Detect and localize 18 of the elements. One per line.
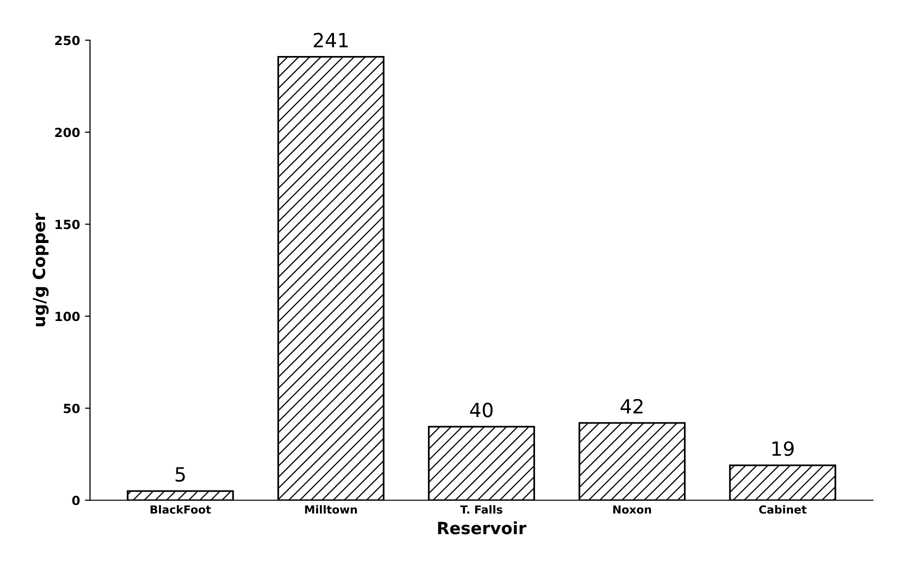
- y-tick-label: 0: [72, 496, 80, 506]
- x-tick-label: Noxon: [613, 505, 652, 514]
- x-tick-label: Milltown: [305, 505, 357, 514]
- y-tick-label: 100: [56, 312, 80, 322]
- data-label: 42: [620, 398, 642, 414]
- data-label: 40: [470, 402, 493, 418]
- x-tick-label: BlackFoot: [150, 505, 211, 514]
- y-tick-label: 50: [64, 404, 80, 414]
- y-tick-label: 250: [55, 36, 80, 46]
- data-label: 19: [772, 441, 794, 456]
- x-tick-label: Cabinet: [759, 505, 806, 514]
- x-axis-title: Reservoir: [438, 521, 526, 534]
- data-label: 5: [176, 467, 185, 482]
- y-tick-label: 200: [55, 128, 80, 138]
- y-tick-label: 150: [56, 220, 80, 230]
- data-label: 241: [314, 32, 348, 48]
- y-axis-title: ug/g Copper: [32, 212, 49, 326]
- x-tick-label: T. Falls: [460, 505, 502, 514]
